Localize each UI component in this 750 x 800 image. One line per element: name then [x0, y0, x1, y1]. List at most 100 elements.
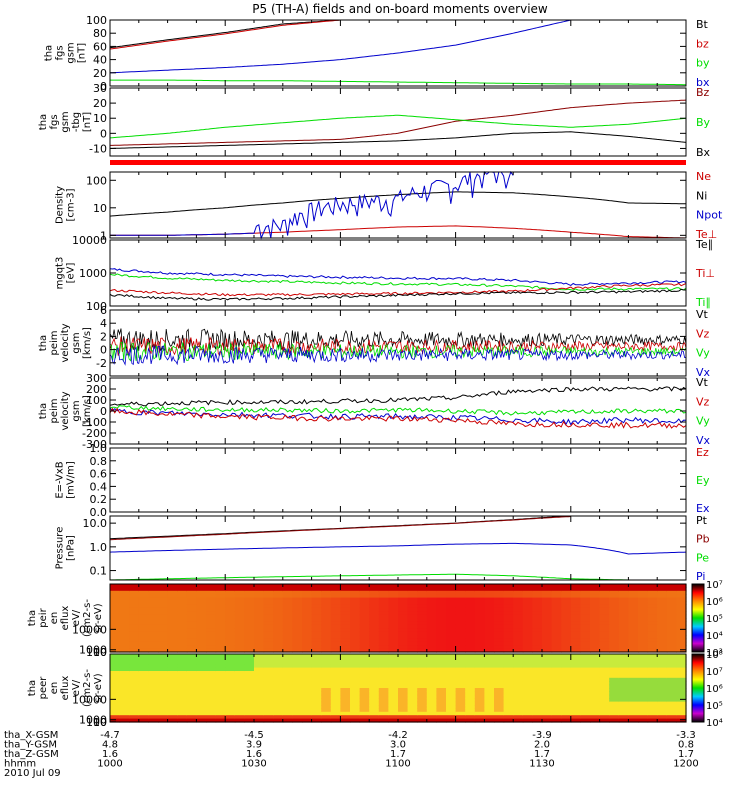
spec-cell	[590, 645, 601, 650]
spec-cell	[321, 587, 332, 592]
spec-cell	[206, 607, 217, 612]
spec-cell	[417, 604, 428, 609]
spec-cell	[657, 635, 668, 639]
spec-cell	[580, 645, 591, 650]
spec-cell	[378, 705, 389, 709]
spec-cell	[340, 601, 351, 605]
spec-cell	[350, 635, 361, 639]
spec-cell	[657, 715, 668, 720]
spec-cell	[647, 645, 658, 650]
spec-cell	[580, 587, 591, 592]
spec-cell	[138, 594, 149, 599]
spec-cell	[273, 677, 284, 682]
spec-cell	[474, 694, 485, 699]
spec-cell	[110, 688, 121, 692]
spec-cell	[551, 691, 562, 696]
spec-cell	[196, 708, 207, 713]
spec-cell	[618, 664, 629, 669]
spec-cell	[398, 688, 409, 692]
spec-cell	[590, 671, 601, 675]
legend-label: Ex	[696, 502, 710, 515]
spec-cell	[330, 618, 341, 622]
spec-cell	[273, 654, 284, 658]
spec-cell	[436, 631, 447, 636]
spec-cell	[186, 671, 197, 675]
spec-cell	[638, 641, 649, 646]
y-tick-label: 20	[93, 97, 107, 110]
spec-cell	[119, 645, 130, 650]
spec-cell	[609, 708, 620, 713]
spec-cell	[244, 708, 255, 713]
spec-cell	[263, 621, 274, 626]
x-axis-value: 2.0	[534, 740, 550, 751]
spec-cell	[551, 715, 562, 720]
spec-cell	[407, 708, 418, 713]
spec-cell	[282, 698, 293, 703]
spec-cell	[417, 718, 428, 723]
spec-cell	[455, 701, 466, 706]
spec-cell	[465, 691, 476, 696]
spec-cell	[522, 654, 533, 658]
spec-cell	[609, 677, 620, 682]
spec-cell	[302, 698, 313, 703]
spec-cell	[465, 645, 476, 650]
series-Vz	[109, 336, 687, 356]
spec-cell	[254, 628, 265, 633]
spec-cell	[263, 681, 274, 686]
spec-cell	[330, 638, 341, 643]
spec-cell	[638, 594, 649, 599]
spec-cell	[263, 677, 274, 682]
spec-cell	[407, 698, 418, 703]
spec-cell	[657, 657, 668, 662]
spec-cell	[455, 587, 466, 592]
spec-cell	[455, 631, 466, 636]
spec-cell	[638, 611, 649, 616]
x-axis-row-label: tha_Z-GSM	[4, 749, 59, 760]
spec-cell	[474, 664, 485, 669]
spec-cell	[426, 614, 437, 619]
spec-cell	[225, 694, 236, 699]
spec-cell	[532, 677, 543, 682]
spec-cell	[167, 667, 178, 672]
series-by	[110, 79, 686, 86]
spec-cell	[292, 611, 303, 616]
spec-cell	[455, 621, 466, 626]
spec-cell	[465, 667, 476, 672]
spec-cell	[350, 604, 361, 609]
spec-cell	[215, 635, 226, 639]
spec-cell	[647, 715, 658, 720]
spec-cell	[542, 657, 553, 662]
spec-cell	[215, 590, 226, 595]
spec-cell	[609, 684, 620, 689]
spec-cell	[398, 584, 409, 588]
spec-cell	[638, 624, 649, 629]
spec-cell	[369, 648, 380, 653]
spec-cell	[282, 648, 293, 653]
spec-cell	[292, 641, 303, 646]
spec-cell	[561, 715, 572, 720]
spec-cell	[590, 664, 601, 669]
spec-cell	[378, 594, 389, 599]
spec-cell	[484, 611, 495, 616]
spec-cell	[532, 705, 543, 709]
spec-cell	[273, 691, 284, 696]
spec-cell	[138, 614, 149, 619]
y-tick-label: 100	[86, 14, 107, 27]
spec-cell	[330, 590, 341, 595]
spec-cell	[167, 698, 178, 703]
spec-cell	[340, 607, 351, 612]
spec-cell	[503, 641, 514, 646]
spec-cell	[455, 664, 466, 669]
spec-cell	[244, 688, 255, 692]
spec-cell	[513, 611, 524, 616]
legend-label: bz	[696, 37, 709, 50]
spec-cell	[388, 601, 399, 605]
spec-cell	[196, 694, 207, 699]
spec-cell	[282, 611, 293, 616]
plot-title: P5 (TH-A) fields and on-board moments ov…	[252, 2, 548, 16]
y-axis-label: [nPa]	[66, 535, 77, 561]
spec-cell	[561, 698, 572, 703]
spec-cell	[369, 594, 380, 599]
spec-cell	[148, 624, 159, 629]
spec-cell	[599, 597, 610, 602]
